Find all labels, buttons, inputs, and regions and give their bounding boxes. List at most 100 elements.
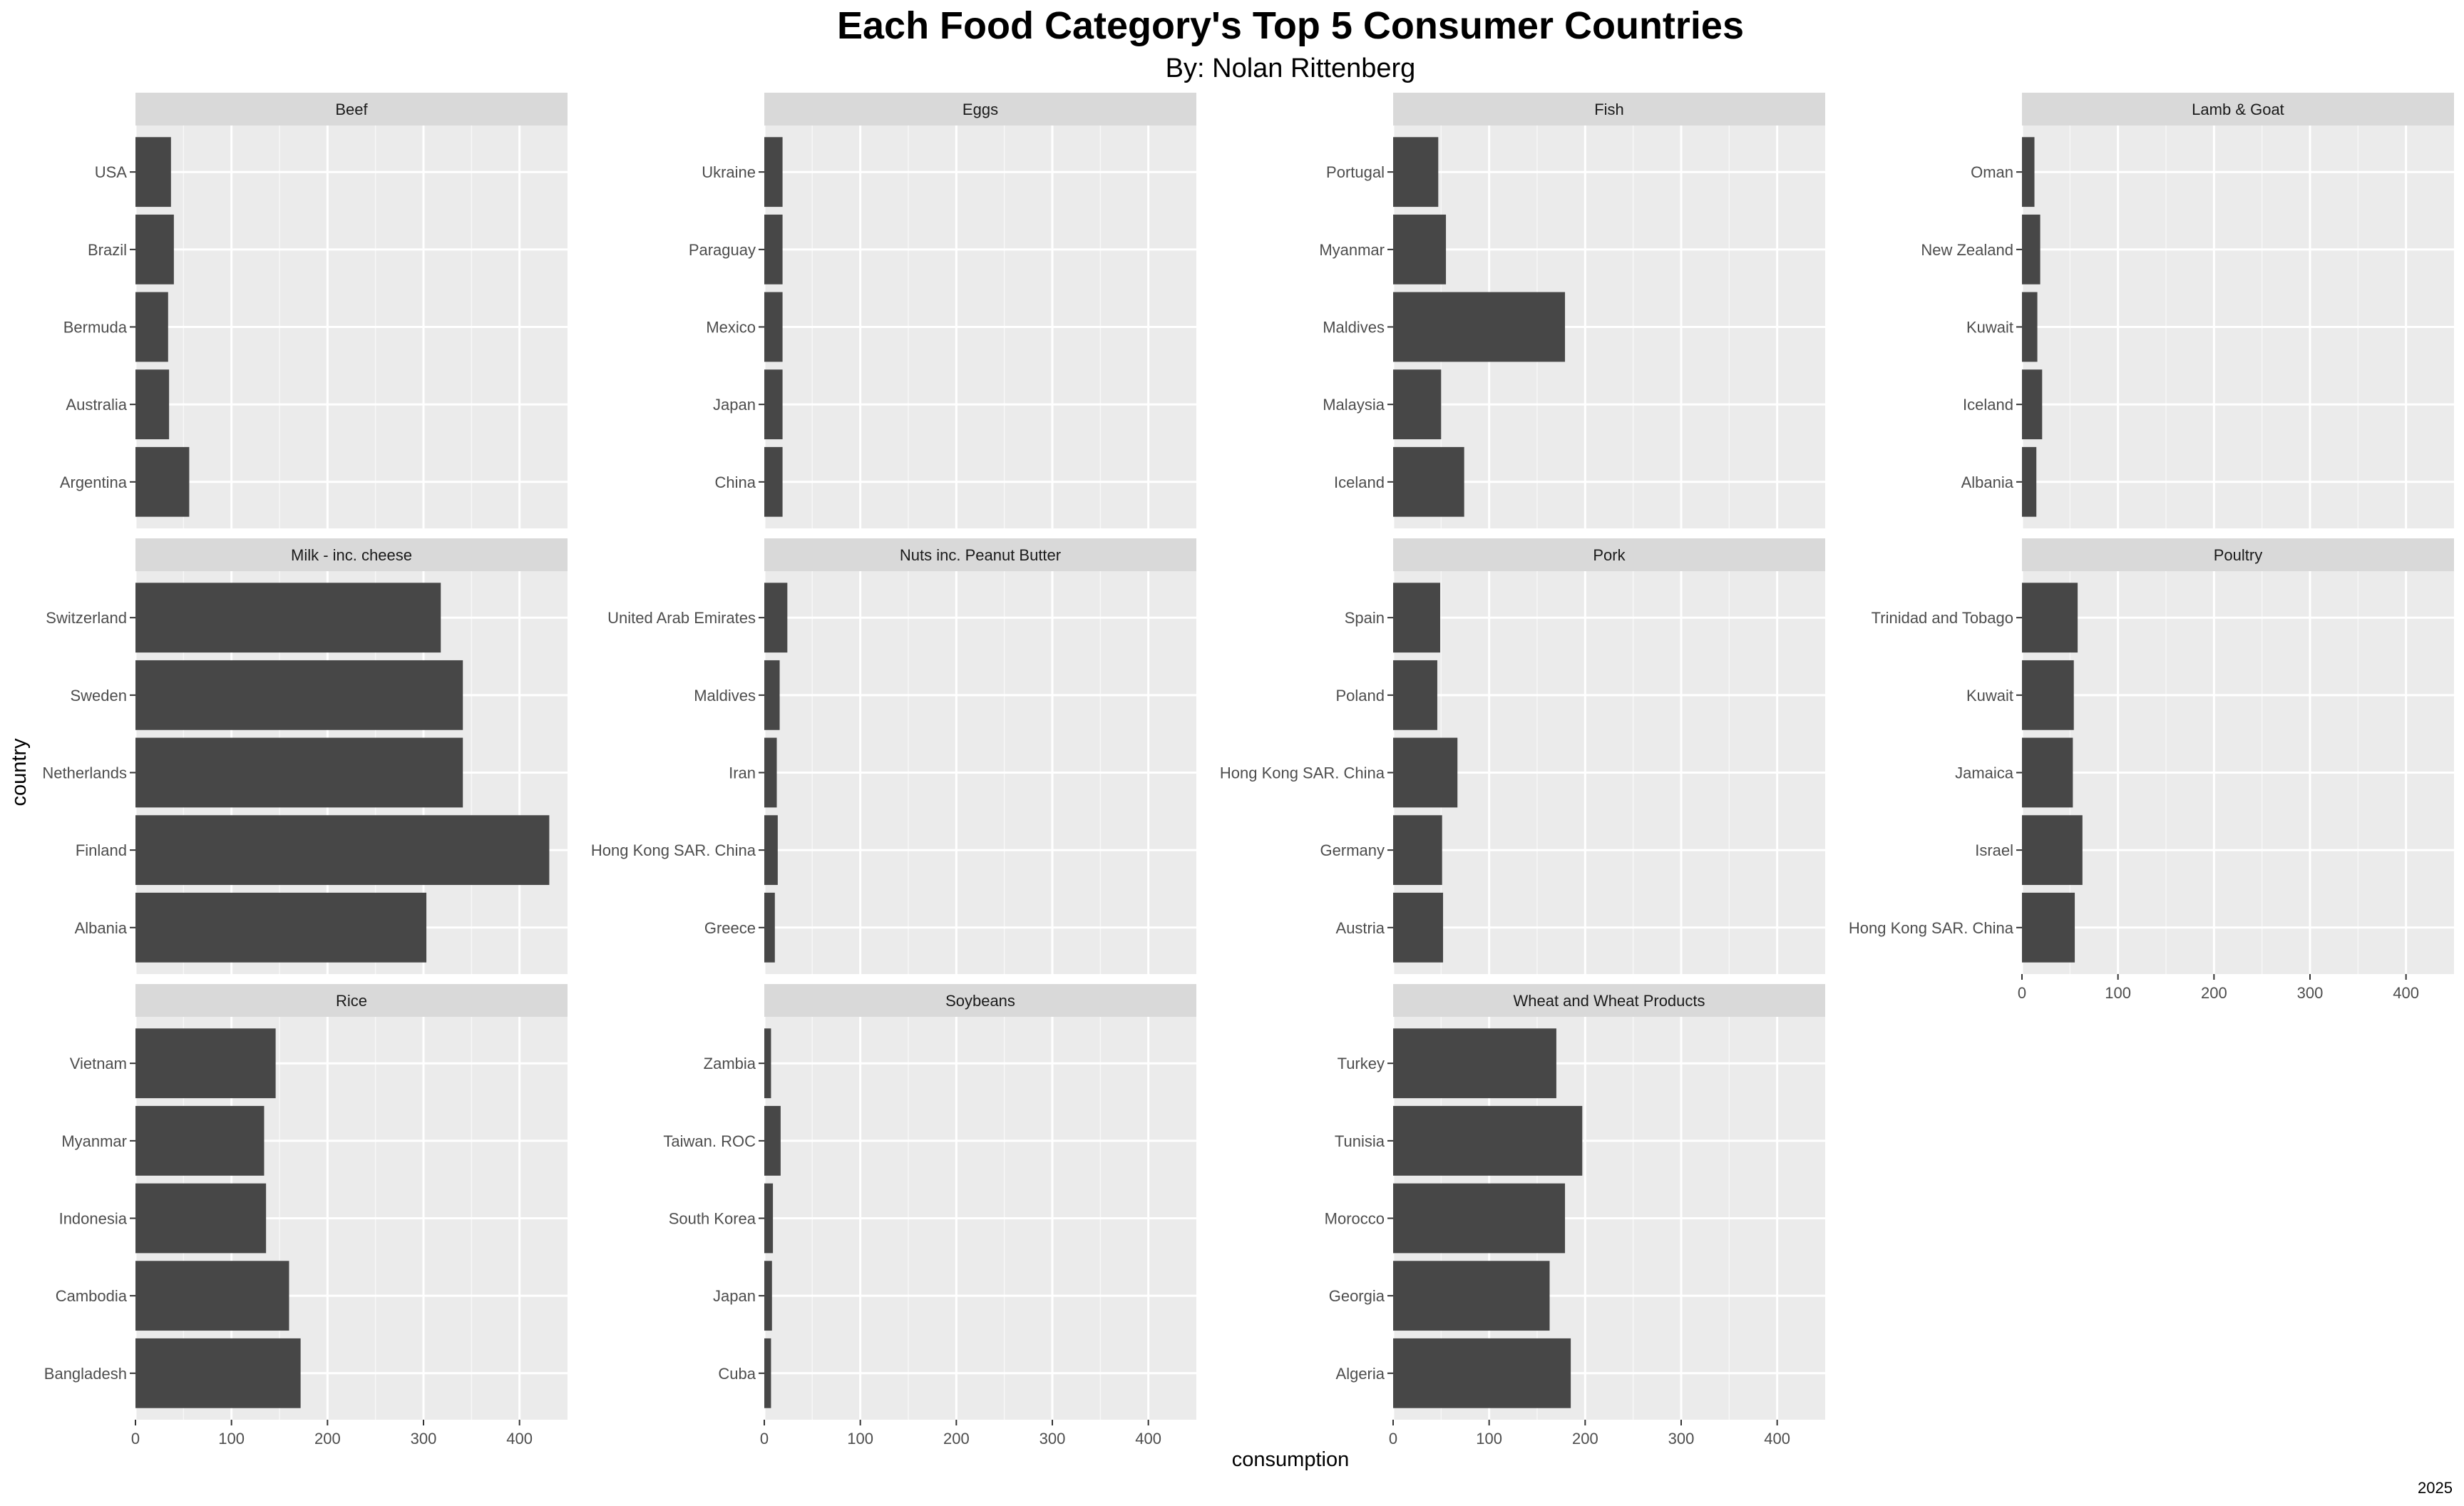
x-tick-label: 400 <box>2393 984 2419 1002</box>
x-tick-label: 0 <box>760 1430 769 1448</box>
y-tick-label: Morocco <box>1325 1210 1385 1228</box>
bar <box>135 1261 289 1331</box>
facet-panel: Milk - inc. cheese Switzerland Sweden Nethe… <box>42 538 568 974</box>
bar <box>1393 137 1439 208</box>
y-tick-label: Hong Kong SAR. China <box>1849 919 2014 937</box>
bar <box>1393 583 1440 653</box>
y-tick-label: Portugal <box>1326 163 1385 181</box>
bar <box>135 1338 301 1408</box>
y-tick-label: Malaysia <box>1323 396 1385 414</box>
bar <box>135 369 170 440</box>
y-tick-label: Indonesia <box>59 1210 128 1228</box>
bar <box>2022 137 2035 208</box>
bar <box>1393 1105 1583 1176</box>
bar <box>764 660 780 730</box>
bar <box>764 583 788 653</box>
chart-caption: 2025 <box>2418 1479 2453 1497</box>
y-tick-label: Iceland <box>1334 473 1385 491</box>
bar <box>135 737 463 808</box>
y-tick-label: Finland <box>76 841 127 859</box>
x-tick-label: 0 <box>1389 1430 1397 1448</box>
y-tick-label: Taiwan. ROC <box>663 1132 756 1150</box>
bar <box>764 815 778 886</box>
x-tick-label: 400 <box>1764 1430 1790 1448</box>
facet-strip <box>764 538 1196 571</box>
facet-panel: Pork Spain Poland Hong Kong SAR. China Germa… <box>1220 538 1825 974</box>
bar <box>764 737 777 808</box>
y-tick-label: USA <box>95 163 128 181</box>
x-tick-label: 100 <box>218 1430 245 1448</box>
bar <box>2022 446 2037 517</box>
bar <box>135 1183 267 1254</box>
y-tick-label: Maldives <box>1323 319 1385 337</box>
y-tick-label: Spain <box>1345 609 1385 627</box>
bar <box>1393 369 1442 440</box>
bar <box>135 660 463 730</box>
y-tick-label: Germany <box>1320 841 1385 859</box>
bar <box>135 892 427 963</box>
y-tick-label: Poland <box>1335 687 1385 705</box>
y-tick-label: Turkey <box>1338 1055 1385 1072</box>
bar <box>135 1028 276 1099</box>
bar <box>1393 292 1566 362</box>
bar <box>1393 446 1464 517</box>
facet-panel: Eggs Ukraine Paraguay Mexico Japan China <box>689 93 1196 528</box>
facet-strip <box>764 93 1196 125</box>
y-tick-label: Cambodia <box>56 1287 128 1305</box>
y-tick-label: Ukraine <box>702 163 756 181</box>
x-tick-label: 300 <box>2297 984 2324 1002</box>
y-tick-label: Brazil <box>88 241 127 259</box>
bar <box>135 815 550 886</box>
facet-label: Beef <box>335 101 368 118</box>
bar <box>2022 660 2074 730</box>
bar <box>764 369 783 440</box>
y-tick-label: Israel <box>1975 841 2013 859</box>
bar <box>135 292 168 362</box>
facet-strip <box>2022 93 2454 125</box>
x-tick-label: 300 <box>1040 1430 1066 1448</box>
y-tick-label: Iran <box>729 764 756 782</box>
x-tick-label: 400 <box>1135 1430 1161 1448</box>
facet-label: Poultry <box>2214 546 2262 564</box>
y-tick-label: Australia <box>66 396 127 414</box>
chart-title: Each Food Category's Top 5 Consumer Coun… <box>837 4 1744 47</box>
bar <box>764 892 775 963</box>
chart-subtitle: By: Nolan Rittenberg <box>1166 53 1416 83</box>
bar <box>764 1028 771 1099</box>
facet-label: Milk - inc. cheese <box>291 546 412 564</box>
facet-label: Soybeans <box>945 992 1015 1010</box>
y-tick-label: Kuwait <box>1966 687 2013 705</box>
bar <box>2022 583 2078 653</box>
x-tick-label: 100 <box>847 1430 873 1448</box>
x-tick-label: 400 <box>506 1430 533 1448</box>
bar <box>1393 1261 1550 1331</box>
y-tick-label: Netherlands <box>42 764 127 782</box>
y-tick-label: Vietnam <box>70 1055 127 1072</box>
y-tick-label: United Arab Emirates <box>607 609 756 627</box>
bar <box>1393 1028 1556 1099</box>
bar <box>2022 815 2083 886</box>
y-tick-label: New Zealand <box>1921 241 2013 259</box>
facet-label: Pork <box>1593 546 1626 564</box>
bar <box>135 137 171 208</box>
facet-panel: Wheat and Wheat Products Turkey Tunisia Mor… <box>1325 984 1825 1448</box>
y-tick-label: Argentina <box>60 473 128 491</box>
bar <box>764 1338 771 1408</box>
bar <box>764 446 783 517</box>
y-tick-label: Bermuda <box>63 319 128 337</box>
y-tick-label: South Korea <box>669 1210 756 1228</box>
x-tick-label: 300 <box>1668 1430 1695 1448</box>
x-tick-label: 200 <box>314 1430 341 1448</box>
y-tick-label: Mexico <box>706 319 756 337</box>
y-tick-label: Myanmar <box>61 1132 127 1150</box>
x-tick-label: 100 <box>1476 1430 1502 1448</box>
bar <box>764 1105 781 1176</box>
y-tick-label: Iceland <box>1963 396 2013 414</box>
facet-panel: Fish Portugal Myanmar Maldives Malaysia Icela… <box>1319 93 1825 528</box>
bar <box>135 583 441 653</box>
facet-label: Rice <box>336 992 367 1010</box>
bar <box>1393 660 1437 730</box>
bar <box>764 1261 772 1331</box>
